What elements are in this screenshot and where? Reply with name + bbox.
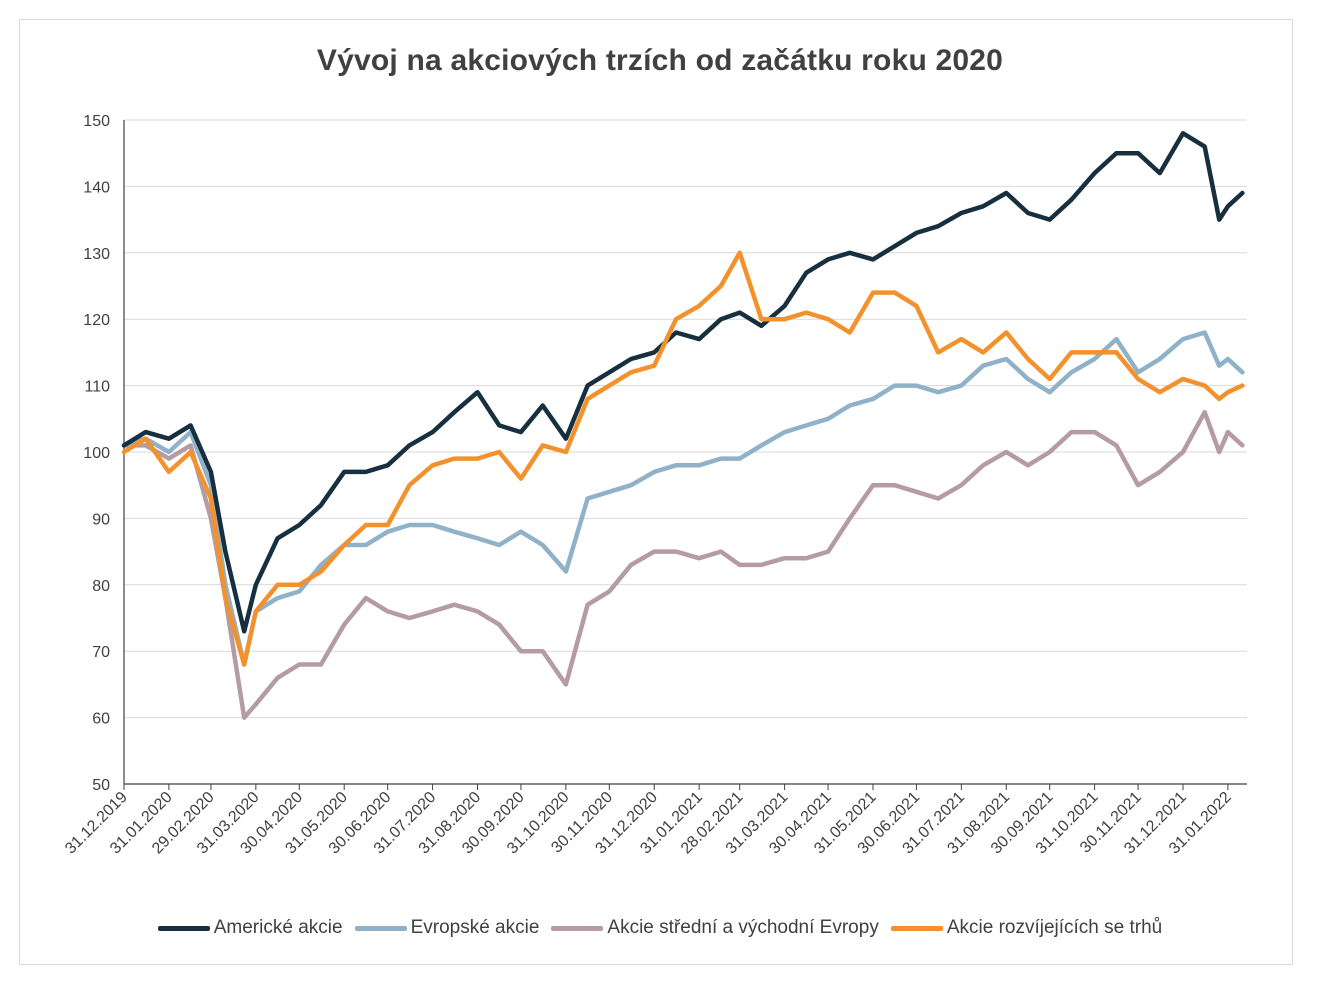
series-line-3 [121, 250, 1245, 667]
series-line-0 [121, 131, 1245, 634]
legend-item-americke: Americké akcie [157, 917, 343, 939]
gridlines [124, 119, 1247, 719]
legend-swatch-americke [157, 925, 210, 931]
y-tick-label: 110 [84, 379, 110, 396]
chart-title: Vývoj na akciových trzích od začátku rok… [316, 44, 1004, 77]
y-tick-label: 70 [92, 644, 110, 661]
legend-item-em: Akcie rozvíjejících se trhů [890, 917, 1163, 939]
legend-swatch-cee [551, 925, 604, 931]
y-tick-label: 90 [92, 511, 110, 528]
legend-label: Akcie střední a východní Evropy [607, 917, 879, 938]
series-line-2 [121, 409, 1245, 720]
y-tick-label: 80 [92, 578, 110, 595]
y-tick-label: 150 [83, 113, 110, 130]
legend-label: Americké akcie [213, 917, 343, 938]
chart-frame [19, 19, 1293, 965]
x-axis-ticks: 31.12.201931.01.202029.02.202031.03.2020… [62, 784, 1235, 857]
y-tick-label: 130 [83, 246, 110, 263]
legend-item-cee: Akcie střední a východní Evropy [551, 917, 879, 939]
legend-swatch-em [890, 925, 943, 931]
y-tick-label: 120 [83, 312, 110, 329]
y-tick-label: 140 [83, 179, 110, 196]
legend-item-evropske: Evropské akcie [354, 917, 540, 939]
y-axis-ticks: 50 60 70 80 90 100 110 120 130 140 150 [83, 113, 110, 794]
series-lines [121, 131, 1245, 720]
legend-swatch-evropske [354, 925, 407, 931]
y-tick-label: 50 [92, 777, 110, 794]
y-tick-label: 60 [92, 711, 110, 728]
y-tick-label: 100 [83, 445, 110, 462]
legend-label: Akcie rozvíjejících se trhů [946, 917, 1163, 938]
legend-label: Evropské akcie [410, 917, 540, 938]
legend: Americké akcie Evropské akcie Akcie stře… [0, 915, 1320, 941]
series-line-1 [121, 330, 1245, 667]
